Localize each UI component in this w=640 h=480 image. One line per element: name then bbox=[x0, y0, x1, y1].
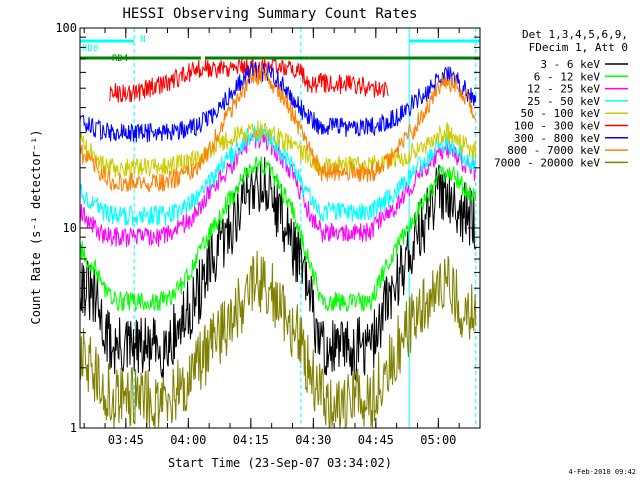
legend-entry-label: 3 - 6 keV bbox=[540, 58, 600, 71]
series-line-6 bbox=[79, 61, 477, 143]
x-tick-label: 04:30 bbox=[295, 433, 331, 447]
marker-label: N bbox=[140, 35, 145, 45]
legend-entry-label: 100 - 300 keV bbox=[514, 120, 600, 133]
legend-entry-label: 300 - 800 keV bbox=[514, 132, 600, 145]
series-line-7 bbox=[79, 66, 477, 193]
series-line-4 bbox=[79, 120, 477, 178]
axis-ticks: 1 10 100 03:45 04:00 04:15 04:30 04:45 05:00 bbox=[55, 21, 481, 447]
legend: Det 1,3,4,5,6,9, FDecim 1, Att 0 3 - 6 k… bbox=[494, 28, 628, 169]
chart-title: HESSI Observing Summary Count Rates bbox=[122, 6, 417, 22]
x-tick-label: 04:15 bbox=[233, 433, 269, 447]
flag-label-rd4: RD4 bbox=[112, 54, 128, 64]
y-axis-label: Count Rate (s⁻¹ detector⁻¹) bbox=[29, 129, 43, 324]
legend-entry-label: 50 - 100 keV bbox=[521, 107, 601, 120]
legend-entry-label: 25 - 50 keV bbox=[527, 95, 600, 108]
legend-entry-label: 12 - 25 keV bbox=[527, 83, 600, 96]
timestamp: 4-Feb-2010 09:42 bbox=[569, 468, 636, 476]
plot-area: N RD0 RD4 bbox=[79, 28, 480, 430]
legend-entry-label: 6 - 12 keV bbox=[534, 70, 601, 83]
y-tick-label: 1 bbox=[70, 421, 77, 435]
x-axis-label: Start Time (23-Sep-07 03:34:02) bbox=[168, 456, 392, 470]
x-tick-label: 03:45 bbox=[108, 433, 144, 447]
series-line-0 bbox=[79, 157, 477, 382]
y-tick-label: 10 bbox=[63, 221, 77, 235]
x-tick-label: 04:45 bbox=[358, 433, 394, 447]
legend-entry-label: 800 - 7000 keV bbox=[507, 144, 600, 157]
legend-header-line-1: Det 1,3,4,5,6,9, bbox=[522, 28, 628, 41]
y-tick-label: 100 bbox=[55, 21, 77, 35]
series-line-5 bbox=[108, 56, 389, 103]
x-tick-label: 04:00 bbox=[170, 433, 206, 447]
series-line-2 bbox=[79, 129, 477, 248]
series-line-1 bbox=[79, 155, 477, 313]
series-line-8 bbox=[79, 250, 477, 430]
x-tick-label: 05:00 bbox=[420, 433, 456, 447]
legend-header-line-2: FDecim 1, Att 0 bbox=[529, 41, 628, 54]
legend-entry-label: 7000 - 20000 keV bbox=[494, 156, 600, 169]
flag-label-rd0: RD0 bbox=[82, 44, 98, 54]
series-line-3 bbox=[79, 124, 477, 226]
